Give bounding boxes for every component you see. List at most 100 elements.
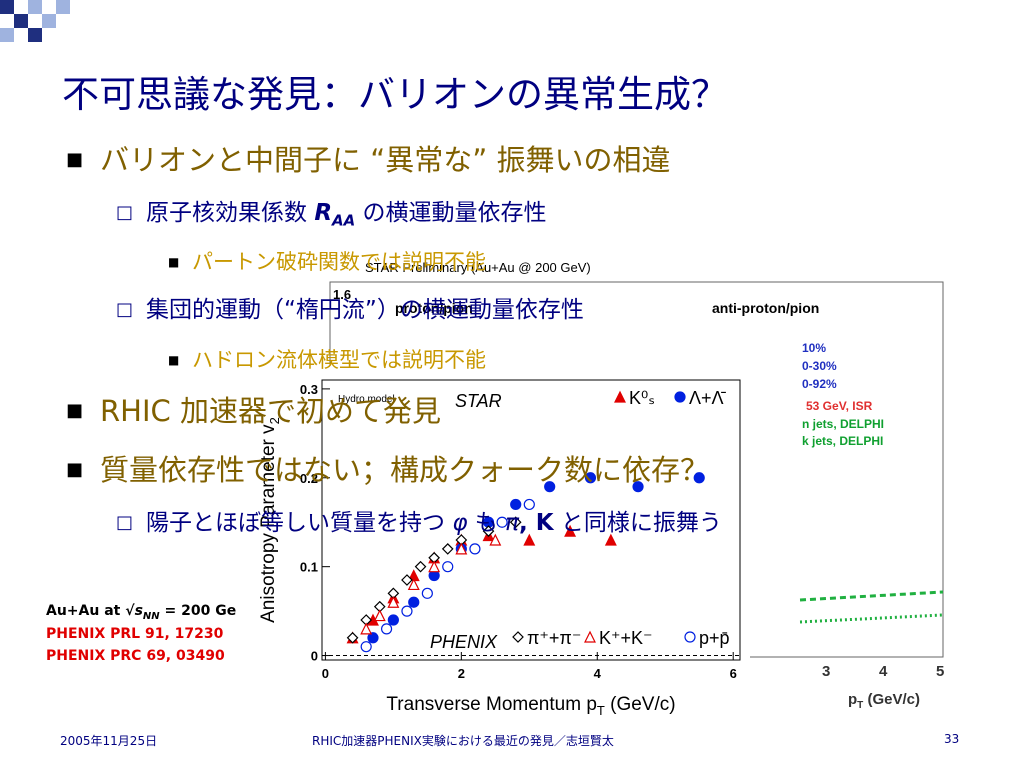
- text: AA: [332, 211, 356, 230]
- plot-text: proton/pion: [395, 300, 473, 316]
- reference-line: PHENIX PRC 69, 03490: [46, 648, 225, 664]
- text: , K: [518, 510, 554, 536]
- text: s: [134, 603, 143, 619]
- text: Transverse Momentum p: [386, 694, 596, 715]
- plot-text: STAR Preliminary (Au+Au @ 200 GeV): [365, 260, 591, 275]
- text: 原子核効果係数: [146, 200, 315, 226]
- data-point: [408, 596, 420, 608]
- data-point: [693, 472, 705, 484]
- deco: [14, 14, 28, 28]
- bullet-text: RHIC 加速器で初めて発見: [100, 391, 441, 431]
- annotation: STAR: [455, 391, 502, 411]
- reference: Au+Au at √sNN = 200 Ge: [46, 603, 236, 622]
- y-tick-label: 0.3: [300, 382, 318, 397]
- legend-marker: [512, 631, 524, 643]
- bullet-text: 質量依存性ではない；構成クォーク数に依存？: [100, 450, 709, 490]
- legend-label: K⁺+K⁻: [599, 628, 653, 648]
- deco: [56, 0, 70, 14]
- x-tick-label: 2: [458, 666, 465, 681]
- bullet-text: バリオンと中間子に “異常な” 振舞いの相違: [100, 140, 671, 180]
- plot-text: 10%: [802, 341, 826, 355]
- data-point: [346, 631, 359, 644]
- axis-label: pT (GeV/c): [848, 691, 920, 711]
- bullet-symbol: □: [116, 512, 134, 533]
- bullet-text: 原子核効果係数 RAA の横運動量依存性: [146, 193, 547, 241]
- deco: [28, 28, 42, 42]
- annotation: PHENIX: [430, 632, 498, 652]
- data-point: [441, 543, 454, 555]
- text: π: [505, 510, 519, 536]
- data-point: [455, 542, 468, 555]
- reference-line: PHENIX PRL 91, 17230: [46, 626, 224, 642]
- legend-label: Λ+Λ̄: [689, 388, 727, 408]
- bullet-symbol: □: [116, 202, 134, 223]
- legend-marker: [684, 631, 696, 643]
- data-point: [469, 543, 481, 555]
- text: 2: [267, 417, 282, 424]
- bullet-text: ハドロン流体模型では説明不能: [192, 340, 486, 380]
- plot-text: k jets, DELPHI: [802, 434, 883, 448]
- bullet-symbol: ■: [66, 459, 84, 480]
- text: バリオンと中間子に “異常な” 振舞いの相違: [100, 143, 671, 177]
- data-point: [523, 533, 536, 546]
- legend-label: p+p̄: [699, 628, 730, 648]
- data-point: [428, 560, 441, 573]
- data-point: [584, 472, 597, 484]
- text: T: [597, 703, 605, 718]
- plot-text: 0-92%: [802, 377, 837, 391]
- x-tick-label: 4: [594, 666, 602, 681]
- footer-date: 2005年11月25日: [60, 734, 158, 748]
- text: p: [848, 691, 857, 708]
- annotation: Hydro model: [338, 394, 395, 405]
- legend-marker: [584, 630, 596, 643]
- bullet-symbol: ■: [66, 149, 84, 170]
- text: も: [467, 510, 506, 536]
- text: (GeV/c): [605, 694, 676, 715]
- bullet-text: パートン破砕関数では説明不能: [192, 242, 486, 282]
- data-point: [442, 561, 454, 573]
- data-point: [387, 614, 399, 626]
- curve: [799, 590, 944, 602]
- x-axis-label: Transverse Momentum pT (GeV/c): [386, 694, 675, 718]
- bullet-text: 集団的運動（“楕円流”）の横運動量依存性: [146, 290, 584, 330]
- text: 陽子とほぼ等しい質量を持つ: [146, 510, 453, 536]
- plot-text: 53 GeV, ISR: [806, 399, 873, 413]
- text: (GeV/c): [863, 691, 920, 708]
- legend-label: π⁺+π⁻: [527, 628, 581, 648]
- text: φ: [452, 510, 468, 536]
- plot-text: n jets, DELPHI: [802, 417, 884, 431]
- text: ハドロン流体模型では説明不能: [192, 348, 486, 372]
- plot-text: 1.6: [333, 287, 351, 302]
- deco: [42, 14, 56, 28]
- data-point: [401, 605, 413, 617]
- data-point: [367, 632, 379, 644]
- y-tick-label: 0: [311, 649, 318, 664]
- bullet-text: 陽子とほぼ等しい質量を持つ φ も π, K と同様に振舞う: [146, 503, 722, 543]
- plot-text: 3: [822, 663, 830, 680]
- data-point: [564, 524, 577, 537]
- text: 集団的運動（“楕円流”）の横運動量依存性: [146, 297, 584, 323]
- page-number: 33: [944, 732, 960, 746]
- plot-frame: [321, 379, 741, 661]
- data-point: [380, 623, 393, 635]
- y-tick-label: 0.1: [300, 560, 318, 575]
- data-point: [509, 516, 522, 529]
- front-plot: 0 0.1 0.2 0.3 0 2 4 6 Transverse Momentum pT (Ge…: [230, 365, 750, 725]
- text: NN: [142, 610, 160, 622]
- plot-text: 4: [879, 663, 888, 680]
- text: RHIC 加速器で初めて発見: [100, 394, 441, 428]
- text: と同様に振舞う: [553, 510, 722, 536]
- deco: [28, 0, 42, 14]
- data-point: [496, 516, 508, 528]
- legend-label: K⁰ₛ: [629, 388, 655, 408]
- slide-title: 不可思議な発見：バリオンの異常生成？: [62, 73, 728, 116]
- footer-title: RHIC加速器PHENIX実験における最近の発見／志垣賢太: [312, 734, 614, 748]
- plot-text: 0-30%: [802, 359, 837, 373]
- data-point: [489, 533, 502, 546]
- x-tick-label: 0: [322, 666, 329, 681]
- data-point: [407, 578, 420, 591]
- y-axis-label: Anisotropy Parameter v2: [258, 417, 282, 623]
- data-point: [482, 525, 495, 537]
- text: Anisotropy Parameter v: [258, 424, 279, 623]
